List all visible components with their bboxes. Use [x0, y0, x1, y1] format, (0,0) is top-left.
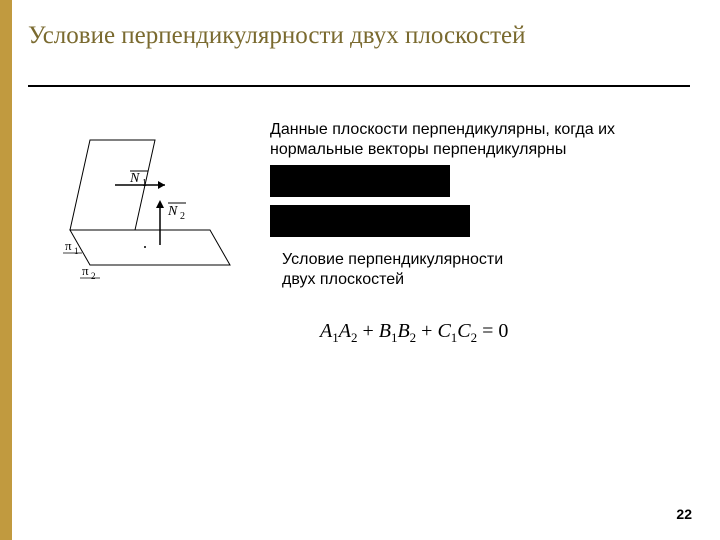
horizontal-rule — [28, 85, 690, 87]
redacted-box-2 — [270, 205, 470, 237]
intro-text-1: Данные плоскости перпендикулярны, когда … — [270, 120, 615, 141]
page-title: Условие перпендикулярности двух плоскост… — [28, 22, 526, 50]
svg-text:N: N — [129, 171, 140, 186]
svg-text:1: 1 — [142, 178, 147, 189]
redacted-box-1 — [270, 165, 450, 197]
intro-text-2: нормальные векторы перпендикулярны — [270, 140, 566, 161]
svg-text:π: π — [65, 238, 72, 253]
svg-text:π: π — [82, 263, 89, 278]
svg-text:2: 2 — [180, 211, 185, 222]
svg-text:1: 1 — [74, 246, 79, 256]
planes-diagram: N 1 N 2 π 1 π 2 — [60, 135, 235, 285]
condition-text-1: Условие перпендикулярности — [282, 250, 503, 271]
condition-text-2: двух плоскостей — [282, 270, 404, 291]
svg-text:2: 2 — [91, 271, 96, 281]
page-number: 22 — [676, 506, 692, 522]
formula: A1A2 + B1B2 + C1C2 = 0 — [320, 320, 508, 346]
svg-text:N: N — [167, 204, 178, 219]
accent-sidebar — [0, 0, 12, 540]
